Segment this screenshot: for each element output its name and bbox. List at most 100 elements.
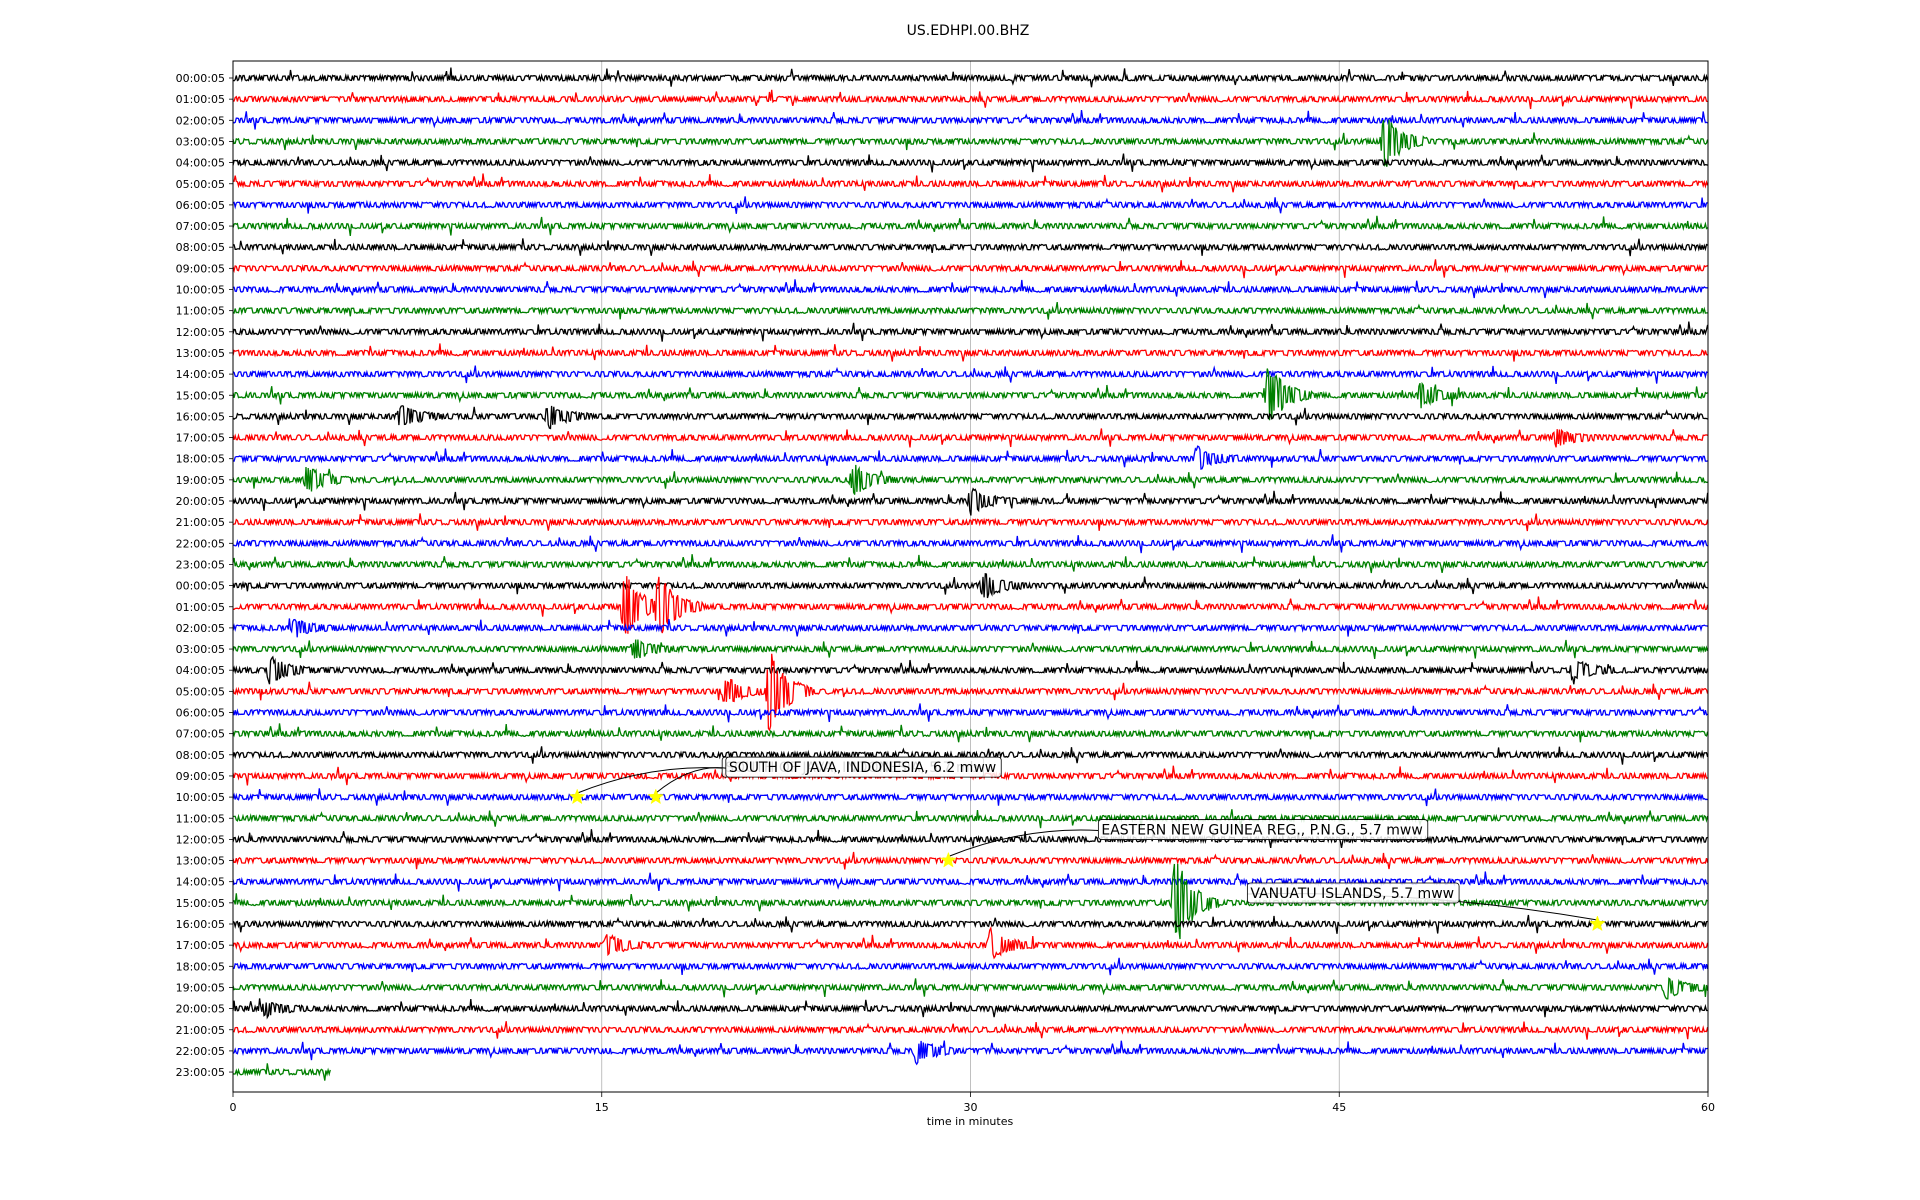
y-tick-label-27: 03:00:05 — [176, 643, 225, 656]
event-label-box-3 — [1246, 882, 1460, 904]
trace-row-30 — [232, 703, 1708, 723]
y-tick-label-31: 07:00:05 — [176, 728, 225, 741]
y-tick-label-4: 04:00:05 — [176, 157, 225, 170]
y-tick-label-46: 22:00:05 — [176, 1045, 225, 1058]
trace-row-8 — [232, 238, 1708, 257]
y-tick-label-30: 06:00:05 — [176, 707, 225, 720]
y-tick-label-20: 20:00:05 — [176, 495, 225, 508]
trace-row-36 — [232, 829, 1708, 849]
x-tick-label-2: 30 — [964, 1101, 978, 1114]
trace-row-47 — [232, 1063, 331, 1081]
event-label-1: SOUTH OF JAVA, INDONESIA, 6.2 mww — [729, 760, 996, 776]
y-tick-label-28: 04:00:05 — [176, 664, 225, 677]
y-tick-label-8: 08:00:05 — [176, 241, 225, 254]
y-tick-label-17: 17:00:05 — [176, 432, 225, 445]
trace-row-21 — [232, 513, 1709, 532]
trace-row-1 — [232, 89, 1708, 110]
trace-row-10 — [233, 279, 1708, 299]
y-tick-label-11: 11:00:05 — [176, 305, 225, 318]
y-tick-label-36: 12:00:05 — [176, 833, 225, 846]
trace-row-5 — [232, 173, 1709, 193]
y-tick-label-47: 23:00:05 — [176, 1066, 225, 1079]
x-tick-label-3: 45 — [1332, 1101, 1346, 1114]
event-annotation-3: VANUATU ISLANDS, 5.7 mww — [1246, 882, 1606, 932]
trace-row-42 — [232, 957, 1709, 976]
x-tick-label-1: 15 — [595, 1101, 609, 1114]
trace-row-28 — [232, 655, 1709, 685]
trace-row-2 — [232, 110, 1708, 130]
event-annotation-2: EASTERN NEW GUINEA REG., P.N.G., 5.7 mww — [940, 819, 1429, 868]
y-tick-label-41: 17:00:05 — [176, 939, 225, 952]
y-tick-label-26: 02:00:05 — [176, 622, 225, 635]
trace-row-37 — [232, 851, 1709, 870]
y-tick-label-23: 23:00:05 — [176, 558, 225, 571]
trace-row-25 — [233, 576, 1709, 634]
trace-row-38 — [232, 871, 1708, 892]
y-tick-label-16: 16:00:05 — [176, 410, 225, 423]
trace-row-24 — [232, 573, 1708, 599]
y-tick-label-40: 16:00:05 — [176, 918, 225, 931]
y-tick-label-38: 14:00:05 — [176, 876, 225, 889]
y-tick-label-21: 21:00:05 — [176, 516, 225, 529]
trace-row-6 — [232, 196, 1708, 214]
trace-row-27 — [232, 639, 1709, 660]
y-tick-label-32: 08:00:05 — [176, 749, 225, 762]
trace-row-43 — [232, 977, 1709, 1000]
trace-row-17 — [232, 428, 1708, 448]
trace-row-7 — [232, 215, 1709, 236]
event-connector-2 — [948, 829, 1099, 857]
trace-row-18 — [232, 445, 1708, 470]
event-annotation-1: SOUTH OF JAVA, INDONESIA, 6.2 mww — [647, 756, 1002, 805]
y-tick-label-18: 18:00:05 — [176, 453, 225, 466]
trace-row-26 — [232, 618, 1708, 638]
trace-row-13 — [232, 343, 1708, 362]
x-axis-label: time in minutes — [927, 1115, 1014, 1128]
trace-row-44 — [232, 998, 1708, 1020]
y-tick-label-29: 05:00:05 — [176, 685, 225, 698]
trace-row-4 — [232, 153, 1708, 173]
y-tick-label-44: 20:00:05 — [176, 1003, 225, 1016]
event-connector-0 — [577, 767, 723, 794]
trace-row-15 — [232, 368, 1708, 421]
y-tick-label-5: 05:00:05 — [176, 178, 225, 191]
y-tick-label-35: 11:00:05 — [176, 812, 225, 825]
y-tick-label-9: 09:00:05 — [176, 262, 225, 275]
trace-row-14 — [232, 365, 1708, 384]
event-star-0 — [568, 788, 586, 805]
trace-row-45 — [232, 1021, 1709, 1040]
trace-row-29 — [232, 653, 1709, 732]
trace-row-9 — [232, 259, 1708, 279]
y-tick-label-34: 10:00:05 — [176, 791, 225, 804]
event-star-3 — [1589, 915, 1606, 932]
event-star-2 — [940, 851, 957, 868]
x-ticks: 0 15 30 45 60 — [230, 1092, 1715, 1114]
y-tick-label-37: 13:00:05 — [176, 855, 225, 868]
trace-row-20 — [232, 487, 1709, 516]
trace-row-11 — [232, 301, 1708, 320]
y-tick-label-10: 10:00:05 — [176, 284, 225, 297]
y-tick-label-2: 02:00:05 — [176, 114, 225, 127]
y-tick-label-0: 00:00:05 — [176, 72, 225, 85]
y-tick-label-15: 15:00:05 — [176, 389, 225, 402]
trace-row-35 — [232, 809, 1709, 829]
trace-row-22 — [232, 534, 1709, 554]
y-tick-label-42: 18:00:05 — [176, 960, 225, 973]
trace-row-46 — [232, 1040, 1708, 1066]
trace-row-12 — [232, 321, 1709, 342]
trace-row-0 — [232, 67, 1709, 88]
y-ticks: 00:00:05 01:00:05 02:00:05 03:00:05 04:00:05… — [176, 72, 233, 1079]
trace-row-23 — [232, 554, 1708, 574]
event-label-3: VANUATU ISLANDS, 5.7 mww — [1250, 886, 1454, 902]
trace-row-40 — [232, 914, 1708, 934]
event-label-box-1 — [725, 756, 1002, 778]
trace-row-16 — [232, 405, 1708, 430]
y-tick-label-12: 12:00:05 — [176, 326, 225, 339]
trace-row-34 — [232, 788, 1708, 807]
y-tick-label-19: 19:00:05 — [176, 474, 225, 487]
y-tick-label-45: 21:00:05 — [176, 1024, 225, 1037]
y-tick-label-33: 09:00:05 — [176, 770, 225, 783]
event-label-2: EASTERN NEW GUINEA REG., P.N.G., 5.7 mww — [1101, 823, 1422, 839]
y-tick-label-24: 00:00:05 — [176, 580, 225, 593]
trace-row-32 — [232, 746, 1709, 765]
